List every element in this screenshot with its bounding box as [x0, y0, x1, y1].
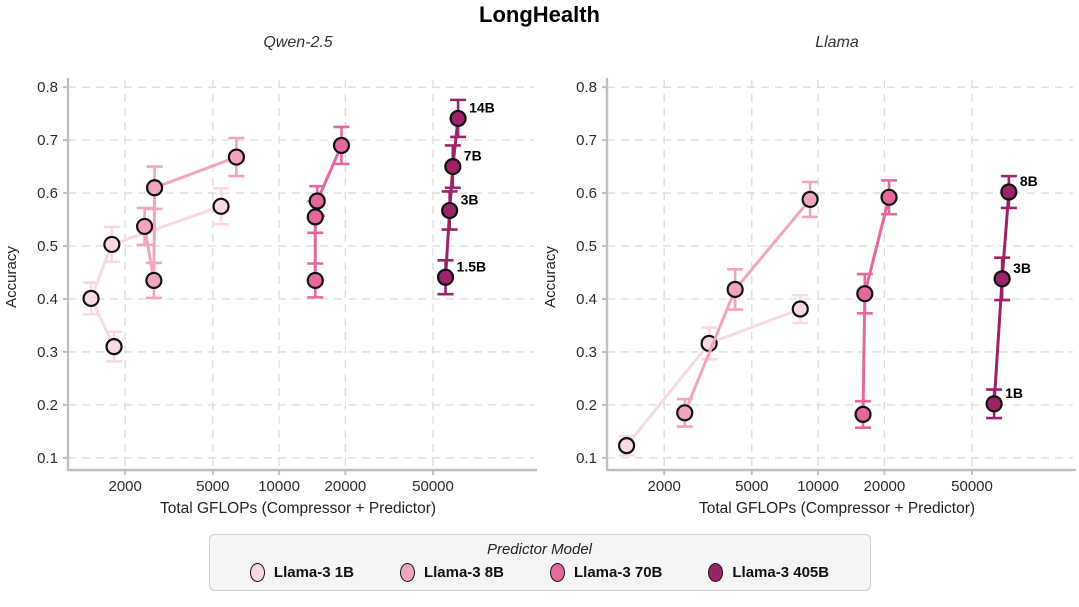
x-axis-label: Total GFLOPs (Compressor + Predictor) [699, 500, 975, 517]
series-line [143, 155, 238, 281]
panel-qwen-chart: 0.1 0.2 0.3 0.4 0.5 0.6 0.7 0.8 2000 5000 10000 200… [3, 78, 537, 517]
y-tick-label: 0.8 [576, 79, 597, 96]
legend-items: Llama-3 1B Llama-3 8B Llama-3 70B Llama-… [230, 563, 850, 582]
legend-title: Predictor Model [486, 541, 593, 558]
data-point [227, 148, 246, 166]
data-point [135, 217, 154, 236]
y-axis-label: Accuracy [542, 246, 559, 308]
y-tick-label: 0.3 [576, 344, 597, 361]
legend-item-llama3-1b: Llama-3 1B [249, 563, 354, 582]
x-axis-label: Total GFLOPs (Compressor + Predictor) [160, 500, 436, 517]
legend-item-llama3-8b: Llama-3 8B [399, 563, 504, 582]
y-tick-label: 0.2 [576, 397, 597, 414]
y-tick-label: 0.1 [37, 450, 58, 467]
y-tick-label: 0.5 [576, 238, 597, 255]
data-point [103, 235, 121, 254]
data-point [145, 271, 163, 290]
data-point [801, 190, 819, 209]
compressor-size-annotation: 14B [469, 99, 495, 115]
data-point [1000, 183, 1018, 201]
x-tick-label: 50000 [412, 478, 454, 495]
data-point [306, 271, 324, 290]
data-point [441, 201, 459, 220]
x-tick-label: 10000 [797, 478, 839, 495]
y-tick-label: 0.6 [37, 185, 58, 202]
x-tick-label: 5000 [735, 478, 768, 495]
data-point [617, 437, 636, 455]
data-point [306, 208, 324, 226]
data-point [854, 405, 872, 424]
data-point [726, 280, 744, 299]
data-point [105, 338, 123, 356]
compressor-size-annotation: 8B [1020, 173, 1038, 189]
panel-llama-chart: 0.1 0.2 0.3 0.4 0.5 0.6 0.7 0.8 2000 5000 10000 200… [542, 78, 1076, 517]
compressor-size-annotation: 1B [1005, 385, 1023, 401]
y-tick-label: 0.1 [576, 450, 597, 467]
data-point [791, 300, 809, 318]
data-point [676, 404, 694, 422]
series-line [683, 197, 812, 415]
legend-item-label: Llama-3 8B [423, 564, 504, 581]
compressor-size-annotation: 3B [461, 192, 479, 208]
data-point [332, 136, 351, 155]
compressor-size-annotation: 3B [1013, 260, 1031, 276]
y-tick-label: 0.3 [37, 344, 58, 361]
data-point [82, 289, 100, 308]
panel-qwen-title: Qwen-2.5 [263, 34, 333, 51]
data-point [145, 179, 164, 197]
data-point [985, 395, 1003, 413]
panel-llama-title: Llama [815, 34, 859, 51]
x-tick-label: 10000 [258, 478, 300, 495]
legend-wrap: Predictor Model Llama-3 1B Llama-3 8B Ll… [0, 534, 1079, 591]
predictor-405b-marker-icon [708, 563, 724, 582]
data-point [449, 109, 467, 128]
data-point [993, 270, 1011, 288]
panel-llama: Llama 0.1 0.2 0.3 0.4 0.5 0.6 0.7 0.8 2000 5000 10… [539, 30, 1078, 520]
x-tick-label: 50000 [951, 478, 993, 495]
panels-row: Qwen-2.5 0.1 0.2 0.3 0.4 0.5 0.6 0.7 0.8 2000 500… [0, 30, 1079, 520]
y-tick-label: 0.5 [37, 238, 58, 255]
predictor-1b-marker-icon [249, 563, 265, 582]
legend-item-label: Llama-3 70B [574, 564, 663, 581]
data-point [856, 285, 874, 303]
predictor-8b-marker-icon [399, 563, 415, 582]
compressor-size-annotation: 1.5B [457, 258, 487, 274]
x-tick-label: 5000 [196, 478, 229, 495]
legend-item-label: Llama-3 405B [732, 564, 830, 581]
x-tick-label: 2000 [108, 478, 141, 495]
series-line [444, 116, 460, 279]
panel-qwen: Qwen-2.5 0.1 0.2 0.3 0.4 0.5 0.6 0.7 0.8 2000 500… [0, 30, 539, 520]
y-tick-label: 0.7 [576, 132, 597, 149]
data-point [308, 192, 326, 210]
legend: Predictor Model Llama-3 1B Llama-3 8B Ll… [208, 534, 871, 591]
x-tick-label: 20000 [325, 478, 367, 495]
legend-item-label: Llama-3 1B [273, 564, 354, 581]
data-point [880, 188, 898, 206]
y-tick-label: 0.8 [37, 79, 58, 96]
series-line [625, 307, 802, 448]
series-line [89, 204, 223, 349]
data-point [212, 197, 230, 215]
legend-item-llama3-70b: Llama-3 70B [550, 563, 662, 582]
y-tick-label: 0.4 [37, 291, 58, 308]
y-tick-label: 0.4 [576, 291, 597, 308]
data-point [436, 268, 455, 286]
data-point [444, 158, 462, 176]
compressor-size-annotation: 7B [464, 148, 482, 164]
predictor-70b-marker-icon [550, 563, 565, 582]
series-line [861, 195, 891, 416]
y-axis-label: Accuracy [3, 246, 20, 308]
page-title: LongHealth [479, 2, 600, 27]
legend-item-llama3-405b: Llama-3 405B [708, 563, 829, 582]
y-tick-label: 0.6 [576, 185, 597, 202]
y-tick-label: 0.7 [37, 132, 58, 149]
y-tick-label: 0.2 [37, 397, 58, 414]
x-tick-label: 20000 [864, 478, 906, 495]
x-tick-label: 2000 [647, 478, 680, 495]
